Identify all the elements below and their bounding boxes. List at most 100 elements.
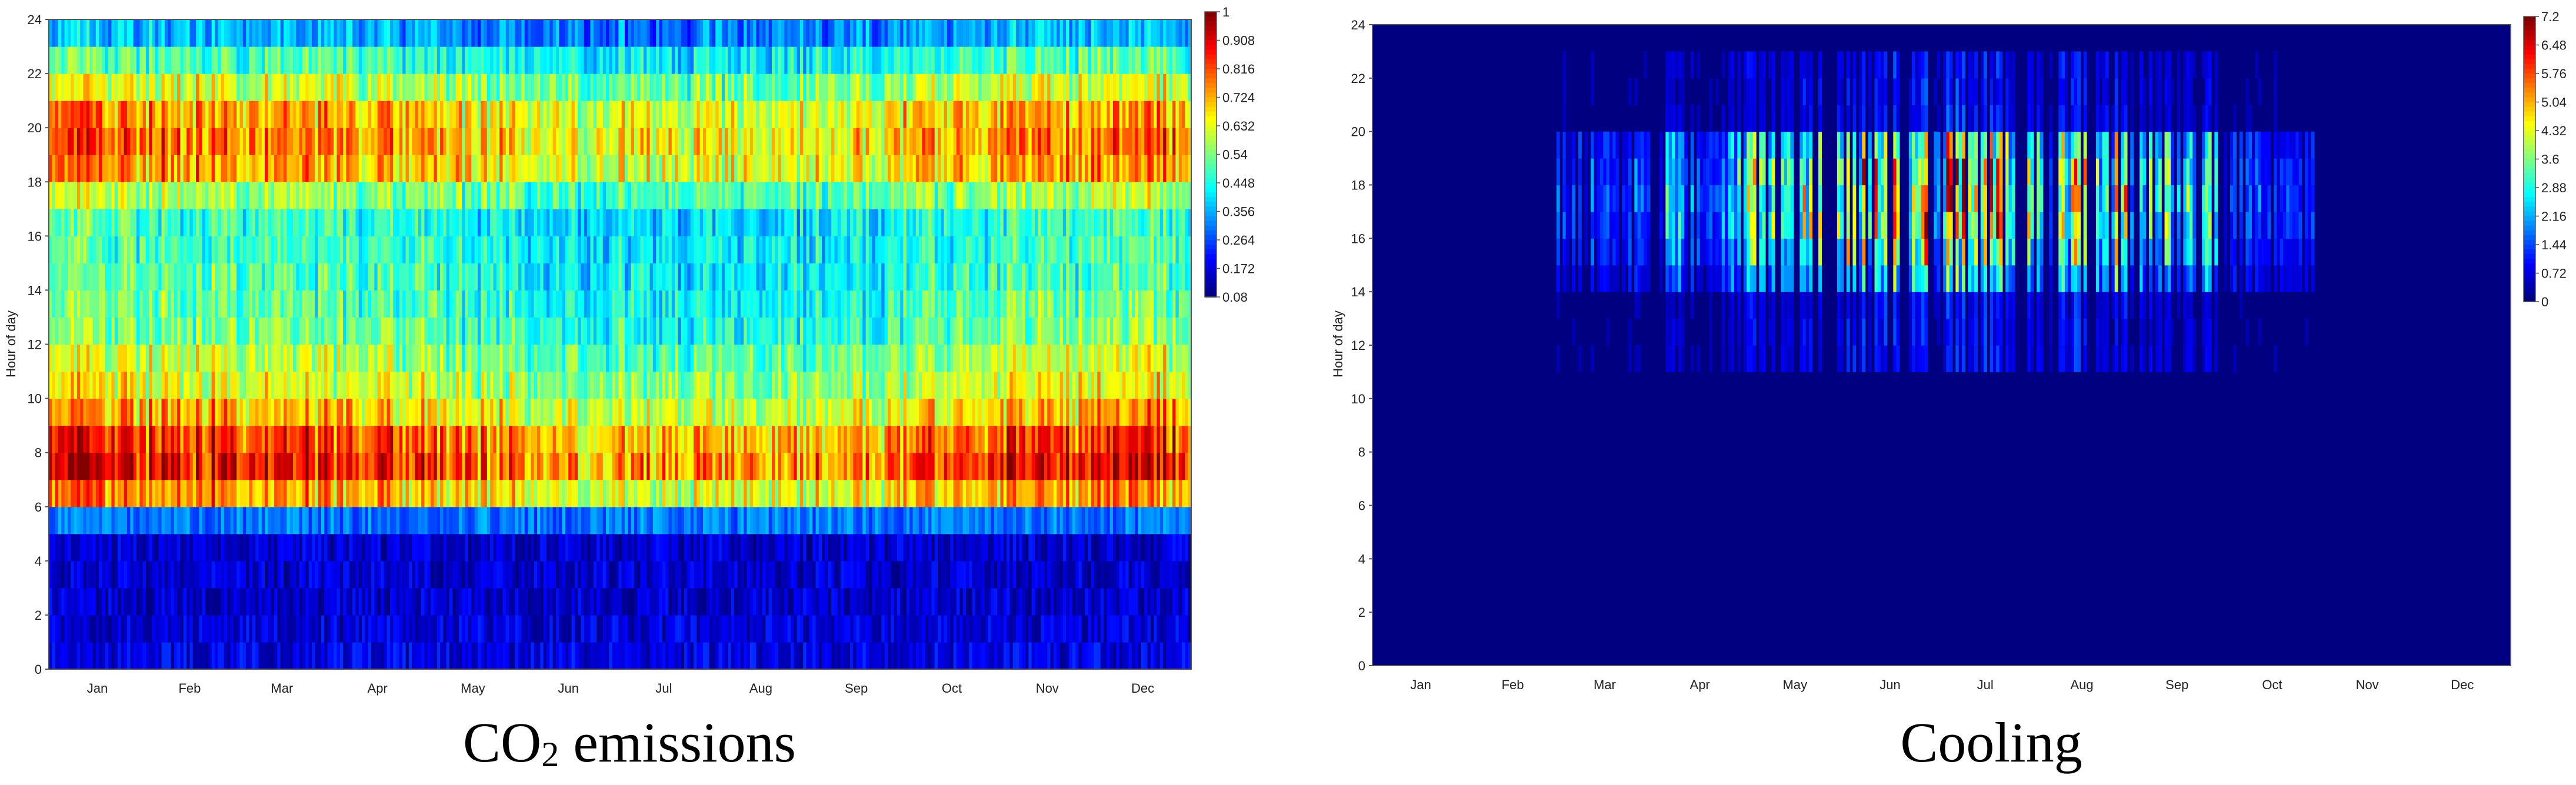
co2-cell [434,263,438,291]
co2-cell [549,560,554,589]
co2-cell [246,101,250,128]
co2-cell [659,642,663,670]
co2-cell [434,479,438,507]
co2-cell [624,74,628,101]
co2-cell [305,344,309,372]
co2-cell [339,209,344,236]
co2-cell [631,290,635,318]
co2-cell [168,533,172,562]
co2-cell [280,263,284,291]
co2-cell [415,46,419,74]
co2-cell [349,560,353,589]
co2-cell [440,209,444,236]
co2-cell [505,209,509,236]
co2-cell [671,209,675,236]
co2-cell [374,236,378,263]
co2-cell [252,74,256,101]
co2-cell [436,425,441,453]
co2-cell [324,236,328,263]
co2-cell [321,182,325,209]
co2-cell [92,128,96,155]
co2-cell [496,560,500,589]
co2-cell [274,425,278,453]
co2-cell [124,263,128,291]
co2-cell [239,46,244,74]
co2-cell [105,209,109,236]
co2-cell [694,155,697,182]
co2-cell [637,642,641,670]
co2-cell [196,614,199,643]
co2-cell [280,236,284,263]
co2-cell [509,425,513,453]
co2-cell [327,479,331,507]
co2-cell [675,209,679,236]
co2-cell [315,19,319,47]
co2-cell [349,209,353,236]
co2-cell [71,290,75,318]
co2-cell [149,263,153,291]
co2-cell [268,614,272,643]
co2-cell [668,642,672,670]
co2-cell [296,425,300,453]
co2-cell [662,506,666,535]
co2-cell [396,560,400,589]
co2-cell [618,642,622,670]
co2-cell [393,209,397,236]
co2-cell [196,371,199,399]
co2-cell [684,317,688,345]
co2-cell [602,398,606,426]
co2-cell [265,425,269,453]
co2-cell [555,74,559,101]
co2-cell [552,587,556,616]
co2-cell [174,317,178,345]
co2-cell [49,128,52,155]
co2-cell [455,236,459,263]
co2-cell [684,642,688,670]
co2-cell [675,587,679,616]
co2-cell [315,560,319,589]
co2-cell [168,371,172,399]
co2-cell [149,560,153,589]
co2-cell [502,209,506,236]
co2-cell [546,19,550,47]
co2-cell [124,317,128,345]
co2-cell [681,642,685,670]
co2-cell [233,155,237,182]
co2-cell [236,533,241,562]
co2-cell [95,398,99,426]
co2-cell [665,236,669,263]
co2-cell [268,642,272,670]
co2-cell [305,263,309,291]
co2-cell [440,236,444,263]
co2-cell [274,642,278,670]
co2-cell [637,209,641,236]
co2-cell [678,587,682,616]
co2-cell [468,560,472,589]
co2-cell [76,587,81,616]
co2-cell [568,371,572,399]
co2-cell [665,317,669,345]
co2-cell [484,425,488,453]
co2-cell [127,236,131,263]
co2-cell [327,101,331,128]
co2-cell [271,506,275,535]
co2-cell [587,560,591,589]
co2-cell [296,479,300,507]
co2-cell [490,479,494,507]
co2-cell [602,587,606,616]
co2-cell [55,46,59,74]
co2-cell [95,182,99,209]
co2-cell [136,236,140,263]
co2-cell [205,101,209,128]
co2-cell [261,642,265,670]
co2-cell [355,74,359,101]
co2-cell [252,344,256,372]
co2-cell [549,479,554,507]
co2-cell [581,182,585,209]
co2-cell [286,290,291,318]
co2-cell [699,614,704,643]
co2-cell [474,317,478,345]
co2-cell [202,290,206,318]
co2-cell [336,371,341,399]
co2-cell [424,209,428,236]
